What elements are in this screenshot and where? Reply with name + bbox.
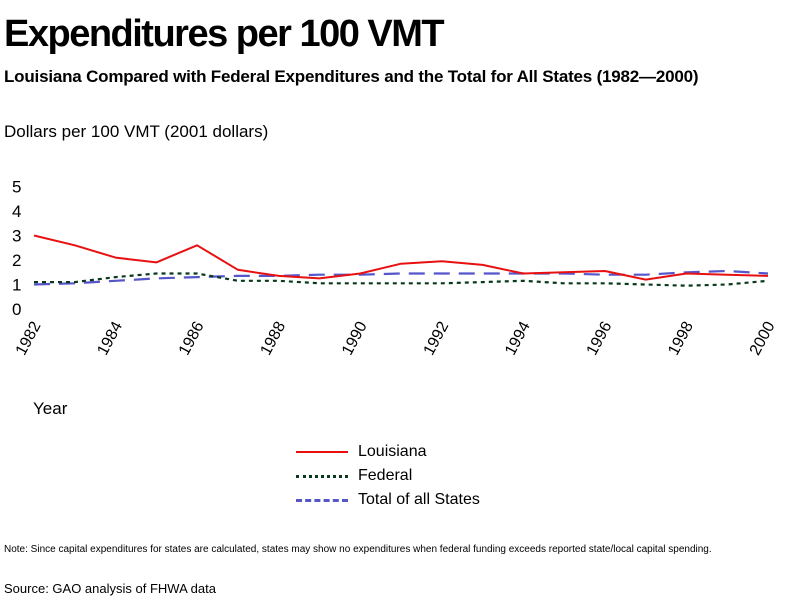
x-tick-label-1988: 1988 xyxy=(257,319,289,358)
legend-label-total-of-all-states: Total of all States xyxy=(358,491,480,508)
footnote: Note: Since capital expenditures for sta… xyxy=(4,544,712,555)
legend-label-federal: Federal xyxy=(358,467,413,484)
legend-item-federal: Federal xyxy=(296,464,556,488)
series-line-federal xyxy=(34,272,769,287)
x-tick-label-1984: 1984 xyxy=(94,319,126,358)
legend-swatch-louisiana xyxy=(296,451,348,453)
x-axis-label: Year xyxy=(33,399,68,418)
x-tick-label-1998: 1998 xyxy=(665,319,697,358)
series-line-total-of-all-states xyxy=(33,269,769,286)
series-line-louisiana xyxy=(33,234,769,281)
y-axis-label: Dollars per 100 VMT (2001 dollars) xyxy=(4,122,269,141)
line-chart: 0 1 2 3 4 5 1982 1984 1986 1988 1990 1992 1994 1996 19… xyxy=(12,178,779,359)
chart-legend: Louisiana Federal Total of all States xyxy=(296,440,556,512)
x-tick-label-1992: 1992 xyxy=(421,319,453,358)
y-tick-label-4: 4 xyxy=(12,202,21,221)
x-tick-label-1990: 1990 xyxy=(339,319,371,358)
source-line: Source: GAO analysis of FHWA data xyxy=(4,581,216,596)
y-tick-label-0: 0 xyxy=(12,300,21,319)
x-tick-label-1986: 1986 xyxy=(176,319,208,358)
y-tick-label-2: 2 xyxy=(12,251,21,270)
y-tick-label-3: 3 xyxy=(12,227,21,246)
legend-swatch-federal xyxy=(296,475,348,478)
x-tick-label-1994: 1994 xyxy=(502,319,534,358)
chart-title: Expenditures per 100 VMT xyxy=(4,13,445,55)
legend-item-louisiana: Louisiana xyxy=(296,440,556,464)
chart-subtitle: Louisiana Compared with Federal Expendit… xyxy=(4,67,699,86)
y-tick-label-1: 1 xyxy=(12,276,21,295)
y-tick-label-5: 5 xyxy=(12,178,21,197)
legend-item-total-of-all-states: Total of all States xyxy=(296,488,556,512)
legend-label-louisiana: Louisiana xyxy=(358,443,427,460)
x-tick-label-2000: 2000 xyxy=(747,319,779,358)
x-tick-label-1982: 1982 xyxy=(13,319,45,358)
legend-swatch-total-of-all-states xyxy=(296,499,348,502)
x-tick-label-1996: 1996 xyxy=(584,319,616,358)
